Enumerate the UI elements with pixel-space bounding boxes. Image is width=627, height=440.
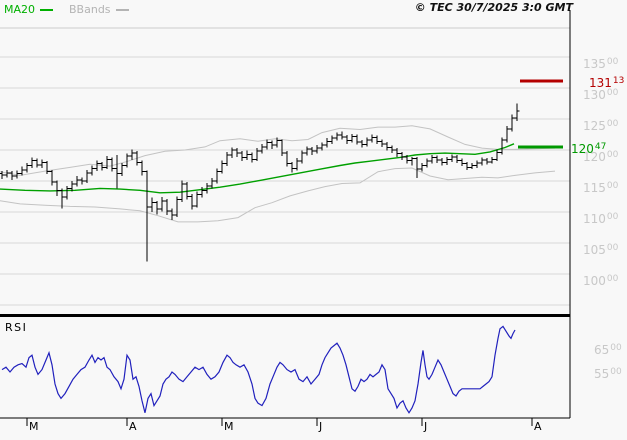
month-label: M xyxy=(224,420,234,433)
price-axis-label: 11000 xyxy=(583,212,619,226)
price-axis-label: 12000 xyxy=(583,150,619,164)
legend-ma20-label: MA20 xyxy=(4,3,36,16)
legend-ma20: MA20 xyxy=(4,3,54,16)
price-axis-label: 10000 xyxy=(583,274,619,288)
price-axis-label: 10500 xyxy=(583,243,619,257)
bbands-line-swatch xyxy=(115,8,129,11)
price-axis-label: 13000 xyxy=(583,88,619,102)
price-axis-label: 11500 xyxy=(583,181,619,195)
month-label: A xyxy=(534,420,542,433)
ma20-line xyxy=(0,143,515,194)
price-axis-label: 13500 xyxy=(583,57,619,71)
rsi-axis-label: 5500 xyxy=(594,367,622,381)
month-label: J xyxy=(424,420,428,433)
rsi-line xyxy=(1,325,516,414)
level-label-ma20-current: 12047 xyxy=(571,142,607,157)
copyright-text: © TEC 30/7/2025 3:0 GMT xyxy=(414,1,573,14)
price-axis-label: 12500 xyxy=(583,119,619,133)
month-label: J xyxy=(319,420,323,433)
ma20-line-swatch xyxy=(40,8,54,11)
bollinger-upper-line xyxy=(0,125,556,176)
bollinger-lower-line xyxy=(0,167,556,223)
legend-bbands-label: BBands xyxy=(69,3,111,16)
month-label: A xyxy=(129,420,137,433)
rsi-axis-label: 6500 xyxy=(594,343,622,357)
legend-bbands: BBands xyxy=(69,3,129,16)
chart-legend: MA20 BBands xyxy=(4,3,129,16)
month-label: M xyxy=(29,420,39,433)
level-label-resistance: 13113 xyxy=(589,75,625,90)
rsi-label: RSI xyxy=(5,321,28,334)
